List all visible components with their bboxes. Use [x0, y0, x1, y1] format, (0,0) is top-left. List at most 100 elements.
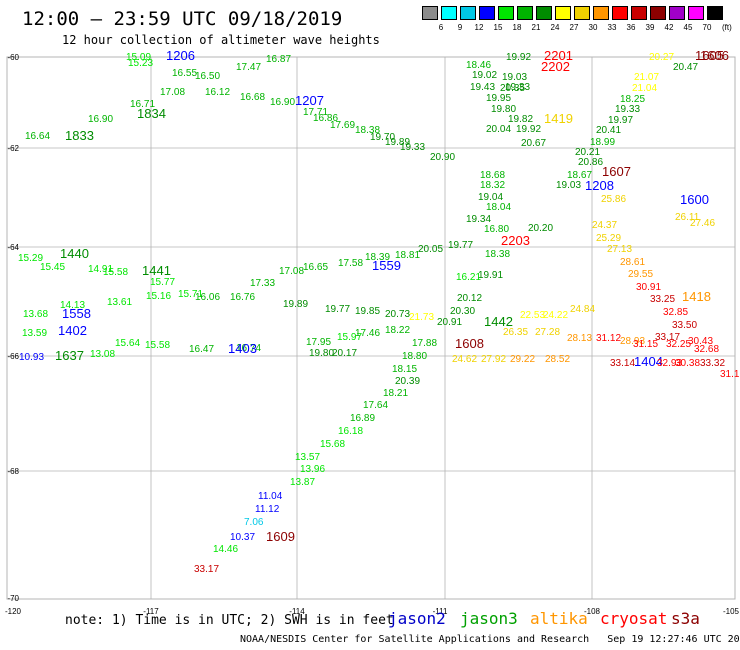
map-frame: [6, 56, 736, 600]
colorbar-tick-label: 33: [607, 23, 617, 32]
wave-height-value: 20.91: [437, 317, 462, 328]
wave-height-value: 13.59: [22, 328, 47, 339]
page-subtitle: 12 hour collection of altimeter wave hei…: [62, 33, 380, 47]
wave-height-value: 31.15: [633, 339, 658, 350]
wave-height-value: 15.09: [126, 52, 151, 63]
wave-height-value: 16.87: [266, 54, 291, 65]
wave-height-value: 24.62: [452, 354, 477, 365]
colorbar-tick-label: 12: [474, 23, 484, 32]
wave-height-value: 20.27: [649, 52, 674, 63]
wave-height-value: 18.15: [392, 364, 417, 375]
colorbar-swatch: [460, 6, 476, 20]
wave-height-value: 19.89: [385, 137, 410, 148]
wave-height-value: 18.99: [590, 137, 615, 148]
wave-height-value: 26.11: [675, 212, 700, 223]
wave-height-value: 20.30: [450, 306, 475, 317]
wave-height-value: 28.61: [620, 257, 645, 268]
colorbar-swatch: [555, 6, 571, 20]
pass-time-label: 1559: [372, 258, 401, 273]
wave-height-value: 20.05: [418, 244, 443, 255]
satellite-legend-jason3: jason3: [460, 609, 518, 628]
wave-height-value: 13.61: [107, 297, 132, 308]
wave-height-value: 31.12: [596, 333, 621, 344]
colorbar-tick-label: 27: [569, 23, 579, 32]
colorbar-swatch: [479, 6, 495, 20]
wave-height-value: 18.38: [355, 125, 380, 136]
pass-time-label: 1208: [585, 178, 614, 193]
wave-height-value: 30.38: [675, 358, 700, 369]
wave-height-value: 16.12: [205, 87, 230, 98]
wave-height-value: 19.97: [608, 115, 633, 126]
wave-height-value: 19.80: [309, 348, 334, 359]
wave-height-value: 28.13: [567, 333, 592, 344]
wave-height-value: 19.70: [370, 132, 395, 143]
pass-time-label: 1440: [60, 246, 89, 261]
wave-height-value: 16.18: [338, 426, 363, 437]
footer-credit: NOAA/NESDIS Center for Satellite Applica…: [240, 634, 740, 645]
pass-time-label: 1609: [266, 529, 295, 544]
wave-height-value: 33.32: [700, 358, 725, 369]
wave-height-value: 18.46: [466, 60, 491, 71]
axis-tick-label: -66: [7, 352, 19, 361]
wave-height-value: 21.04: [632, 83, 657, 94]
wave-height-value: 33.17: [655, 332, 680, 343]
wave-height-value: 19.34: [466, 214, 491, 225]
satellite-legend-cryosat: cryosat: [600, 609, 668, 628]
wave-height-value: 20.90: [430, 152, 455, 163]
wave-height-value: 14.13: [60, 300, 85, 311]
colorbar-unit: (ft): [722, 23, 732, 32]
wave-height-value: 20.39: [395, 376, 420, 387]
wave-height-value: 17.33: [250, 278, 275, 289]
wave-height-value: 32.85: [663, 307, 688, 318]
wave-height-value: 24.84: [570, 304, 595, 315]
colorbar-tick-label: 18: [512, 23, 522, 32]
wave-height-value: 17.95: [306, 337, 331, 348]
wave-height-value: 15.23: [128, 58, 153, 69]
wave-height-value: 19.33: [400, 142, 425, 153]
wave-height-value: 18.32: [480, 180, 505, 191]
wave-height-value: 19.85: [355, 306, 380, 317]
wave-height-value: 19.77: [448, 240, 473, 251]
colorbar-swatch: [631, 6, 647, 20]
colorbar-swatch: [593, 6, 609, 20]
wave-height-value: 13.87: [290, 477, 315, 488]
wave-height-value: 16.68: [240, 92, 265, 103]
colorbar-swatch: [669, 6, 685, 20]
wave-height-value: 33.14: [610, 358, 635, 369]
wave-height-value: 7.06: [244, 517, 264, 528]
colorbar-tick-label: 36: [626, 23, 636, 32]
axis-tick-labels: -120 -117 -114 -111 -108 -105 -60 -62 -64 -66 -68 -…: [5, 53, 740, 616]
footer-note: note: 1) Time is in UTC; 2) SWH is in fe…: [65, 613, 394, 628]
axis-tick-label: -68: [7, 467, 19, 476]
wave-height-value: 15.29: [18, 253, 43, 264]
colorbar-swatch: [707, 6, 723, 20]
wave-height-value: 16.74: [236, 343, 261, 354]
axis-tick-label: -70: [7, 594, 19, 603]
colorbar-tick-label: 6: [438, 23, 444, 32]
wave-height-value: 16.21: [456, 272, 481, 283]
wave-height-value: 28.52: [545, 354, 570, 365]
axis-tick-label: -120: [5, 607, 22, 616]
pass-time-label: 2201: [544, 48, 573, 63]
axis-tick-label: -108: [584, 607, 601, 616]
colorbar-tick-label: 15: [493, 23, 503, 32]
colorbar-swatch: [422, 6, 438, 20]
page-title: 12:00 – 23:59 UTC 09/18/2019: [22, 8, 343, 30]
colorbar-tick-label: 45: [683, 23, 693, 32]
colorbar-swatch: [441, 6, 457, 20]
wave-height-value: 14.46: [213, 544, 238, 555]
pass-time-label: 1608: [455, 336, 484, 351]
wave-height-value: 21.07: [634, 72, 659, 83]
wave-height-value: 33.17: [194, 564, 219, 575]
axis-tick-label: -117: [143, 607, 159, 616]
wave-height-value: 20.35: [500, 83, 525, 94]
wave-height-value: 29.22: [510, 354, 535, 365]
wave-height-value: 16.55: [172, 68, 197, 79]
wave-height-value: 19.03: [556, 180, 581, 191]
wave-height-value: 18.81: [395, 250, 420, 261]
axis-tick-label: -60: [7, 53, 19, 62]
wave-height-value: 17.88: [412, 338, 437, 349]
wave-height-value: 19.33: [505, 82, 530, 93]
colorbar-tick-label: 70: [702, 23, 712, 32]
